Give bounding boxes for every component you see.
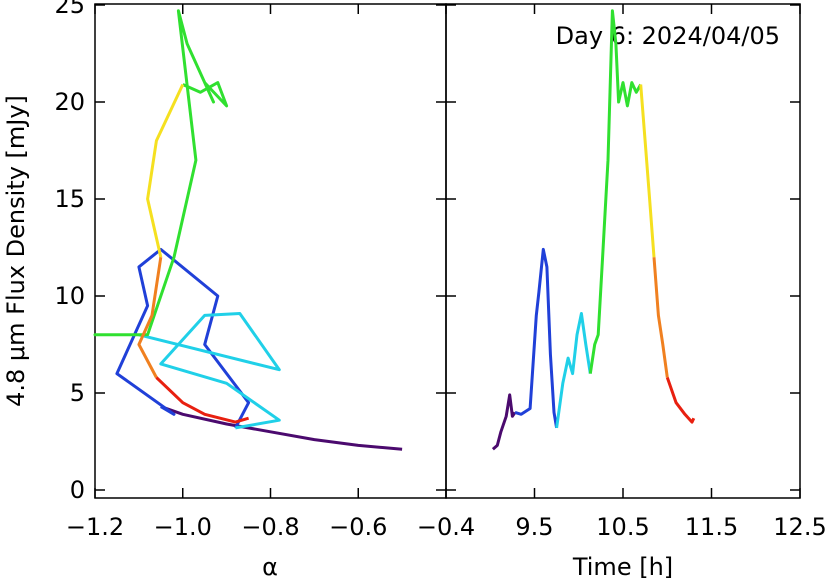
y-tick-label: 0 <box>70 476 85 504</box>
y-tick-label: 15 <box>54 185 85 213</box>
y-tick-label: 25 <box>54 0 85 19</box>
data-line <box>138 312 281 430</box>
y-tick-label: 5 <box>70 379 85 407</box>
data-line <box>160 405 403 451</box>
data-line <box>514 247 559 429</box>
x-axis-label: α <box>262 553 278 581</box>
left-frame <box>94 3 447 499</box>
x-tick-label: −1.2 <box>66 513 124 541</box>
x-tick-label: −1.0 <box>154 513 212 541</box>
data-line <box>93 9 229 337</box>
x-axis-label: Time [h] <box>572 553 673 581</box>
data-line <box>639 84 656 258</box>
data-line <box>588 9 643 374</box>
data-line <box>155 376 250 424</box>
data-line <box>137 256 163 379</box>
data-line <box>652 257 669 378</box>
data-line <box>665 377 696 424</box>
y-tick-label: 10 <box>54 282 85 310</box>
x-tick-label: 10.5 <box>596 513 649 541</box>
x-tick-label: −0.6 <box>329 513 387 541</box>
x-tick-label: 11.5 <box>685 513 738 541</box>
x-tick-label: −0.4 <box>417 513 475 541</box>
data-line <box>115 247 251 429</box>
y-tick-label: 20 <box>54 88 85 116</box>
data-line <box>491 393 517 451</box>
x-tick-label: 12.5 <box>773 513 826 541</box>
x-tick-label: −0.8 <box>241 513 299 541</box>
x-tick-label: 9.5 <box>515 513 553 541</box>
y-axis-label: 4.8 μm Flux Density [mJy] <box>2 95 30 407</box>
right-frame <box>445 3 801 499</box>
annotation: Day 6: 2024/04/05 <box>556 22 780 50</box>
data-line <box>555 312 592 429</box>
data-line <box>146 83 185 258</box>
